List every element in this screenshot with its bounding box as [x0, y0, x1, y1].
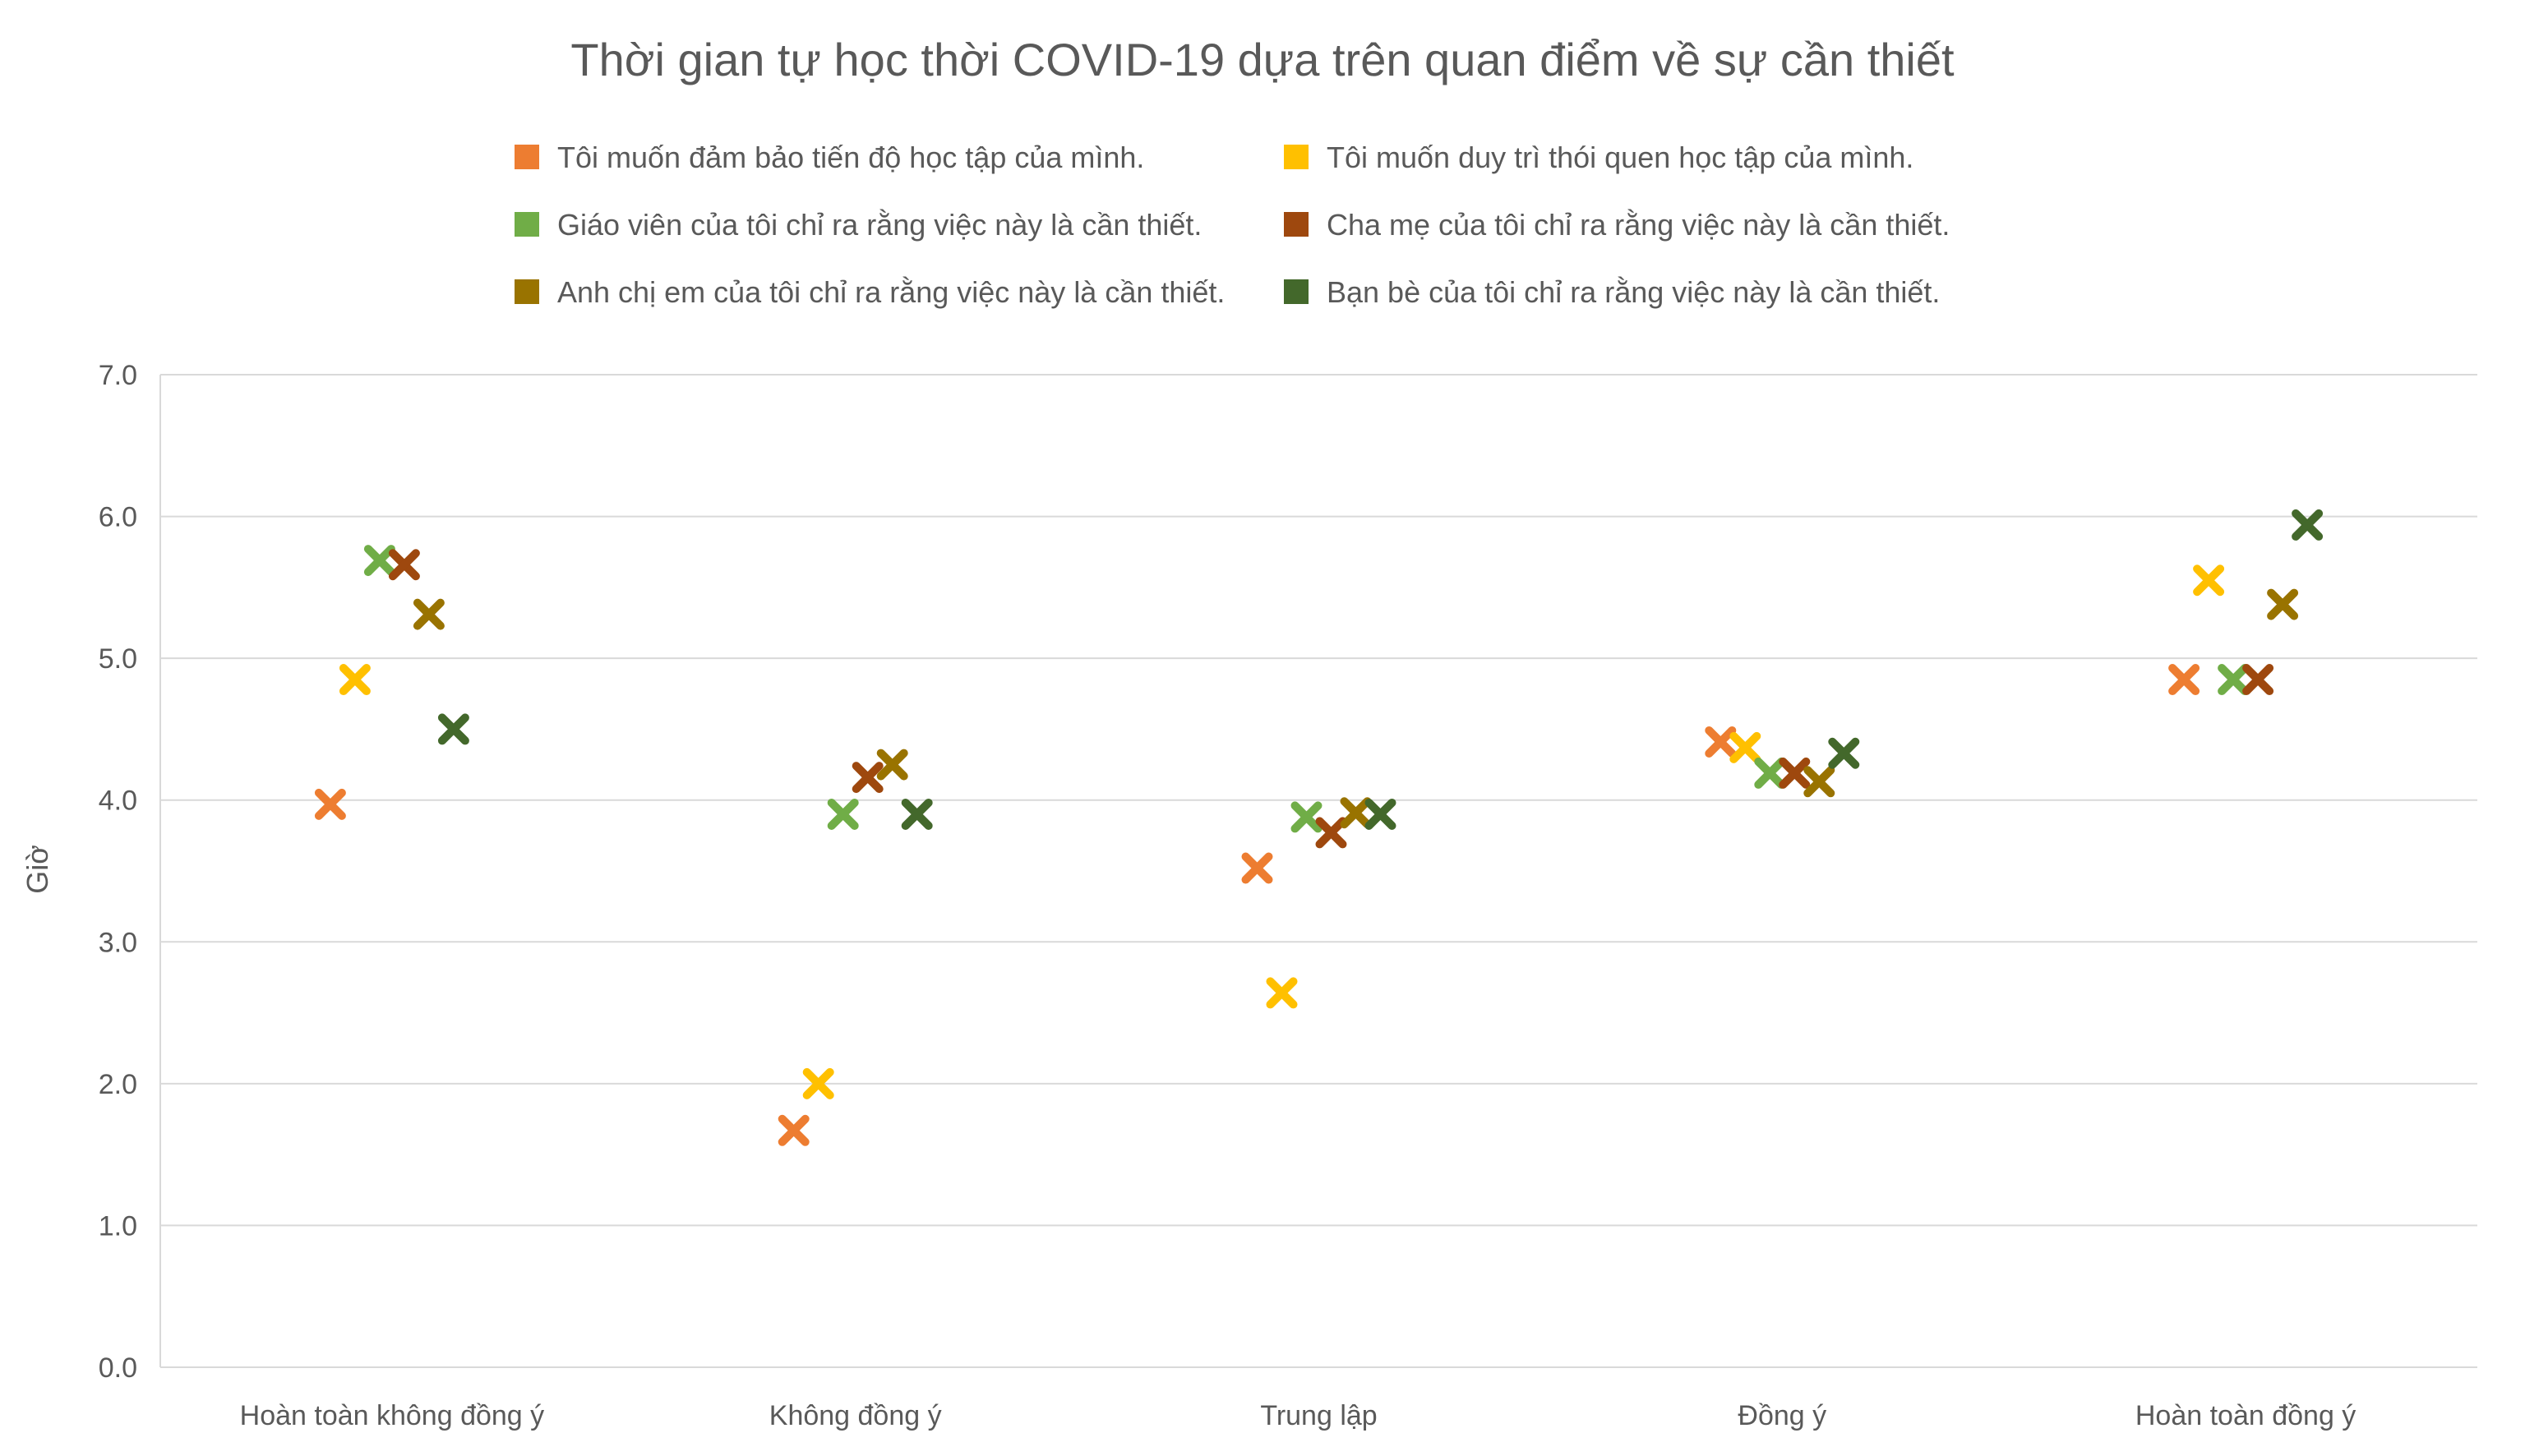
data-point	[1803, 766, 1835, 798]
data-point	[437, 713, 469, 745]
data-point	[1828, 737, 1860, 769]
data-point	[852, 762, 884, 794]
y-axis: 0.0 1.0 2.0 3.0 4.0 5.0 6.0 7.0	[99, 360, 137, 1384]
legend-swatch	[515, 279, 539, 304]
legend-swatch	[1284, 145, 1309, 169]
legend-label: Cha mẹ của tôi chỉ ra rằng việc này là c…	[1327, 208, 1950, 242]
data-point	[1779, 757, 1811, 789]
data-point	[2267, 588, 2299, 620]
data-point	[2193, 564, 2225, 597]
legend: Tôi muốn đảm bảo tiến độ học tập của mìn…	[515, 141, 1950, 309]
chart-title: Thời gian tự học thời COVID-19 dựa trên …	[570, 34, 1955, 85]
data-point	[901, 798, 933, 830]
data-point	[2242, 664, 2274, 696]
legend-swatch	[1284, 279, 1309, 304]
y-tick-label: 2.0	[99, 1069, 137, 1100]
y-tick-label: 6.0	[99, 502, 137, 533]
x-tick-label: Không đồng ý	[769, 1400, 942, 1431]
data-point	[339, 664, 371, 696]
legend-swatch	[515, 145, 539, 169]
y-tick-label: 7.0	[99, 360, 137, 391]
gridlines	[159, 374, 2477, 1368]
x-tick-label: Đồng ý	[1738, 1400, 1826, 1431]
legend-label: Giáo viên của tôi chỉ ra rằng việc này l…	[557, 208, 1202, 242]
data-point	[2218, 664, 2250, 696]
data-point	[1290, 801, 1323, 833]
y-tick-label: 4.0	[99, 786, 137, 817]
x-axis: Hoàn toàn không đồng ý Không đồng ý Trung …	[240, 1400, 2357, 1431]
x-tick-label: Trung lập	[1260, 1400, 1377, 1431]
data-point	[1729, 731, 1761, 763]
x-tick-label: Hoàn toàn đồng ý	[2135, 1400, 2356, 1431]
y-tick-label: 3.0	[99, 927, 137, 958]
data-point	[2168, 664, 2200, 696]
y-tick-label: 5.0	[99, 643, 137, 675]
data-point	[778, 1114, 810, 1146]
data-point	[827, 798, 859, 830]
legend-swatch	[515, 212, 539, 237]
data-point	[1315, 817, 1347, 849]
data-point	[802, 1067, 834, 1099]
data-point	[2292, 509, 2324, 541]
legend-swatch	[1284, 212, 1309, 237]
data-point	[1340, 797, 1372, 829]
y-axis-title: Giờ	[21, 845, 54, 894]
data-point	[388, 549, 420, 581]
legend-label: Anh chị em của tôi chỉ ra rằng việc này …	[557, 275, 1225, 309]
legend-label: Bạn bè của tôi chỉ ra rằng việc này là c…	[1327, 275, 1940, 309]
legend-label: Tôi muốn đảm bảo tiến độ học tập của mìn…	[557, 141, 1144, 174]
data-point	[1364, 798, 1396, 830]
data-point	[876, 749, 908, 781]
data-point	[1241, 852, 1273, 884]
y-tick-label: 0.0	[99, 1352, 137, 1384]
data-point	[363, 545, 395, 577]
data-point	[1266, 977, 1298, 1009]
data-point	[413, 598, 445, 630]
data-point	[1754, 757, 1786, 789]
data-point	[1705, 726, 1737, 758]
y-tick-label: 1.0	[99, 1210, 137, 1242]
legend-label: Tôi muốn duy trì thói quen học tập của m…	[1327, 141, 1913, 174]
x-tick-label: Hoàn toàn không đồng ý	[240, 1400, 545, 1431]
data-point	[314, 788, 346, 820]
data-markers	[314, 509, 2324, 1146]
